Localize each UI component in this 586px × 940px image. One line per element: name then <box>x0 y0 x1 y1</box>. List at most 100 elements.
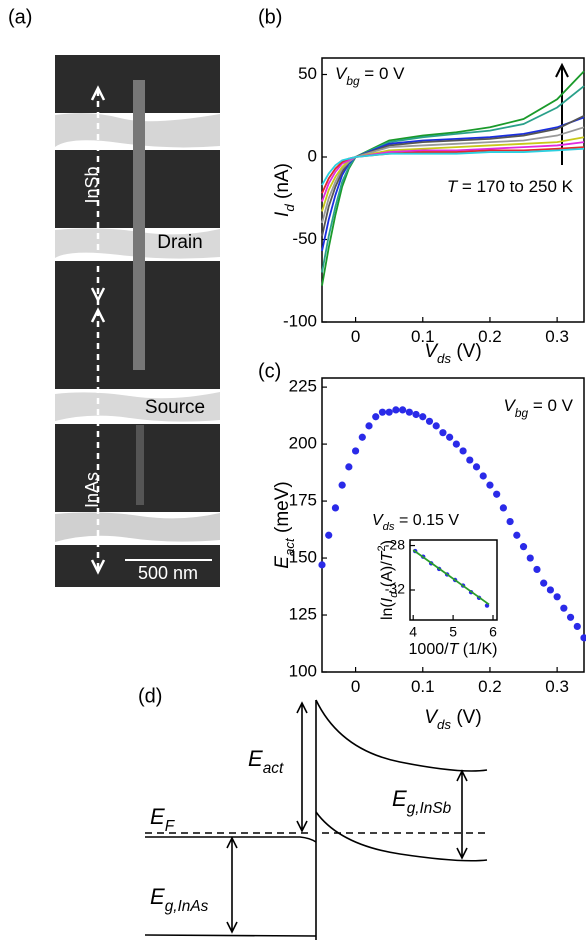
text-part: E <box>248 746 263 771</box>
data-point <box>351 447 360 455</box>
text-part: E <box>150 804 165 829</box>
inas-conduction-band <box>145 836 317 843</box>
label-drain: Drain <box>157 232 202 253</box>
text-part: T <box>447 177 459 196</box>
panel-label: (b) <box>258 6 282 28</box>
y-tick-label: 50 <box>298 64 317 83</box>
y-tick-label: 100 <box>289 661 317 680</box>
plot-frame <box>321 57 585 323</box>
y-tick-label: -50 <box>292 229 317 248</box>
sem-band <box>55 545 220 587</box>
data-point <box>566 613 575 621</box>
text-part: ds <box>437 717 451 732</box>
data-point <box>432 422 440 430</box>
data-point <box>540 579 548 587</box>
data-point <box>472 463 481 471</box>
text-part: 1000/ <box>409 641 450 658</box>
x-axis-label: Vds (V) <box>424 707 481 732</box>
panel-label: (a) <box>8 6 32 28</box>
text-part: (A)/ <box>379 561 396 592</box>
text-part: (1/K) <box>458 641 497 658</box>
annotation: Vbg = 0 V <box>504 396 574 420</box>
label-source: Source <box>145 397 205 418</box>
arrow-heads <box>90 85 106 575</box>
data-point <box>425 417 434 425</box>
y-tick-label: -32 <box>385 581 405 597</box>
x-axis-label: 1000/T (1/K) <box>409 641 498 658</box>
data-point <box>318 561 326 569</box>
arrow <box>226 836 238 934</box>
data-point <box>345 463 353 471</box>
data-point <box>325 531 333 539</box>
data-point <box>553 593 561 601</box>
y-tick-label: 150 <box>289 548 317 567</box>
x-tick-label: 5 <box>449 623 457 639</box>
text-part: T <box>449 641 460 658</box>
text-part: F <box>165 818 176 835</box>
diagram-label: Eg,InAs <box>150 884 209 915</box>
text-part: bg <box>515 406 529 420</box>
text-part: E <box>272 556 293 569</box>
text-part: I <box>379 597 396 602</box>
data-line <box>321 116 585 252</box>
y-tick-label: 125 <box>289 605 317 624</box>
data-point <box>378 408 387 416</box>
data-point <box>446 433 454 441</box>
data-point <box>526 554 534 562</box>
text-part: E <box>150 884 165 909</box>
y-axis-label: ln(Id (A)/T2) <box>376 540 400 620</box>
text-part: V <box>424 341 439 362</box>
insb-valence-band <box>315 811 488 862</box>
data-point <box>452 440 460 448</box>
text-part: (V) <box>451 707 482 728</box>
y-tick-label: 200 <box>289 434 317 453</box>
annotation: T = 170 to 250 K <box>447 177 574 196</box>
x-tick-label: 0 <box>351 677 360 696</box>
data-line <box>321 126 585 224</box>
data-line <box>321 85 585 273</box>
data-point <box>493 490 501 498</box>
panel-label: (d) <box>138 685 162 707</box>
data-point <box>331 504 340 512</box>
y-tick-label: 225 <box>289 377 317 396</box>
text-part: (meV) <box>272 481 293 538</box>
data-point <box>459 447 467 455</box>
data-point <box>372 413 380 421</box>
inas-valence-band <box>144 934 317 937</box>
text-part: V <box>504 396 517 415</box>
x-tick-label: 0.3 <box>545 677 569 696</box>
data-point <box>533 565 541 574</box>
data-point <box>560 604 568 612</box>
text-part: ds <box>437 351 451 366</box>
text-part: T <box>379 550 396 561</box>
nanowire <box>136 425 144 505</box>
x-tick-label: 4 <box>409 623 417 639</box>
data-point <box>365 422 373 430</box>
data-point <box>419 413 427 421</box>
x-tick-label: 0.1 <box>411 677 435 696</box>
annotation: Vbg = 0 V <box>335 64 405 88</box>
data-point <box>392 406 400 414</box>
data-line <box>321 141 585 202</box>
label-inas: InAs <box>82 472 102 508</box>
y-tick-label: -100 <box>283 311 317 330</box>
text-part: V <box>335 64 348 83</box>
y-axis-label: Eact (meV) <box>272 481 297 568</box>
text-part: d <box>388 591 400 598</box>
text-part: g,InAs <box>165 898 209 915</box>
data-point <box>439 429 447 437</box>
panel-label: (c) <box>258 360 281 382</box>
y-axis-label: Id (nA) <box>272 163 297 217</box>
data-point <box>519 543 528 551</box>
data-point <box>385 408 393 416</box>
insb-conduction-band <box>315 699 488 772</box>
x-tick-label: 0.2 <box>478 327 502 346</box>
text-part: V <box>372 512 384 529</box>
panel-a-image: InSb Drain Source InAs 500 nm <box>55 55 220 587</box>
text-part: I <box>272 211 293 217</box>
data-point <box>580 634 586 642</box>
label-insb: InSb <box>82 166 102 203</box>
sem-electrode <box>55 512 220 542</box>
data-line <box>412 549 490 606</box>
text-part: = 0 V <box>360 64 406 83</box>
